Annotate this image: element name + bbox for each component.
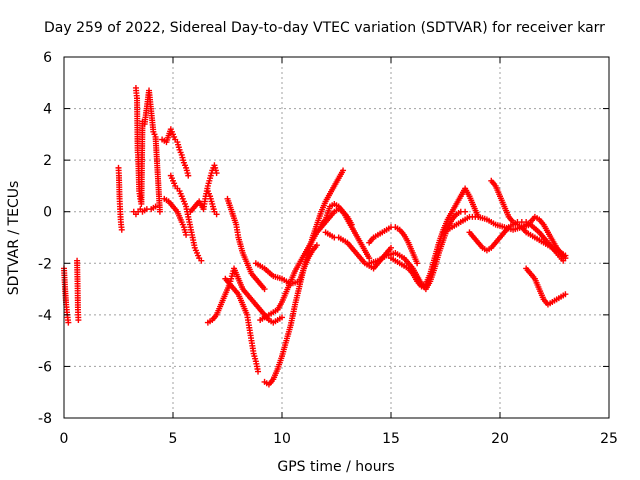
data-point <box>414 260 421 267</box>
series-sat-18-21h <box>466 219 530 254</box>
x-tick-label: 25 <box>600 431 618 447</box>
y-tick-label: 6 <box>43 50 52 66</box>
series-sat-19-23h <box>488 177 569 259</box>
x-tick-label: 15 <box>382 431 400 447</box>
series-sat-15-18h <box>388 185 482 290</box>
x-tick-label: 0 <box>60 431 69 447</box>
series-sat-11-13h <box>318 200 373 262</box>
data-point <box>118 226 125 233</box>
series-sat-8-9h <box>224 195 268 293</box>
series-sat-5h-a <box>159 126 192 179</box>
series-sat-21-23h-b <box>518 224 569 262</box>
series-sat-10-11h <box>252 242 320 287</box>
data-point <box>75 317 82 324</box>
x-tick-labels: 0 5 10 15 20 25 <box>60 431 618 447</box>
series-sat-2-5h <box>115 164 125 233</box>
series-start-cluster-b <box>74 257 82 324</box>
data-point <box>562 291 569 298</box>
series-sat-14-17h <box>366 208 469 293</box>
y-tick-label: -6 <box>38 359 52 375</box>
series-start-cluster-a <box>61 265 72 326</box>
data-point <box>183 231 190 238</box>
y-tick-label: -4 <box>38 308 52 324</box>
data-point <box>261 286 268 293</box>
data-point <box>185 172 192 179</box>
y-tick-label: 2 <box>43 153 52 169</box>
data-point <box>340 167 347 174</box>
data-point <box>388 244 394 251</box>
x-axis-label: GPS time / hours <box>277 459 394 475</box>
y-tick-label: -8 <box>38 411 52 427</box>
y-tick-label: 4 <box>43 102 52 118</box>
grid-lines <box>64 57 609 418</box>
x-tick-label: 10 <box>273 431 291 447</box>
series-sat-14-16h <box>366 224 421 267</box>
series-sat-17-21h <box>440 213 567 264</box>
data-point <box>198 257 205 264</box>
series-sat-12-15h <box>322 229 394 272</box>
series-sat-3-4h-b <box>132 84 163 215</box>
series-sat-3-4h-a <box>130 203 159 218</box>
data-point <box>313 242 320 249</box>
x-tick-label: 20 <box>491 431 509 447</box>
series-sat-5h-b <box>167 172 205 264</box>
data-point <box>279 314 285 321</box>
y-axis-label: SDTVAR / TECUs <box>6 181 22 296</box>
data-point <box>156 208 163 215</box>
series-sat-7-8h-b <box>222 275 262 375</box>
series-sat-7-10h <box>204 265 285 326</box>
y-tick-label: -2 <box>38 256 52 272</box>
data-point <box>213 170 220 177</box>
series-sat-21-23h <box>523 265 569 308</box>
series-sat-6-7h <box>187 162 220 215</box>
y-tick-labels: -8 -6 -4 -2 0 2 4 6 <box>38 50 52 427</box>
plot-frame <box>63 56 610 419</box>
data-point <box>213 211 220 218</box>
data-point <box>462 208 469 215</box>
x-tick-label: 5 <box>169 431 178 447</box>
series-sat-6-7h-b <box>204 188 220 218</box>
data-marks <box>61 84 569 388</box>
data-point <box>366 255 373 262</box>
data-point <box>562 255 569 262</box>
series-sat-5h-c <box>161 195 190 238</box>
data-point <box>152 203 159 210</box>
data-point <box>65 319 72 326</box>
axis-ticks <box>63 56 610 419</box>
data-point <box>255 368 262 375</box>
y-tick-label: 0 <box>43 205 52 221</box>
chart-title: Day 259 of 2022, Sidereal Day-to-day VTE… <box>44 20 605 36</box>
